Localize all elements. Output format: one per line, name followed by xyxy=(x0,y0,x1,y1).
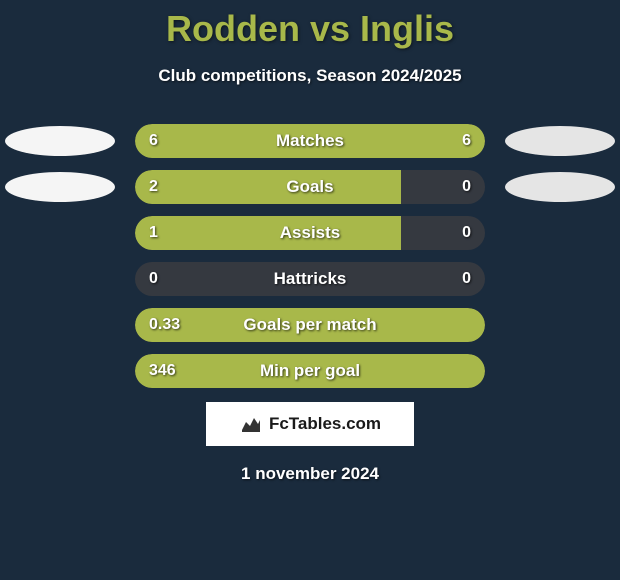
ellipse-spacer xyxy=(505,264,615,294)
stat-label: Assists xyxy=(280,223,340,243)
subtitle: Club competitions, Season 2024/2025 xyxy=(0,66,620,86)
stat-bar: 0.33 Goals per match xyxy=(135,308,485,342)
stat-bar: 6 Matches 6 xyxy=(135,124,485,158)
ellipse-spacer xyxy=(5,218,115,248)
stat-bar: 346 Min per goal xyxy=(135,354,485,388)
stat-row: 0.33 Goals per match xyxy=(0,308,620,342)
stat-value-left: 6 xyxy=(149,132,158,150)
stat-value-right: 0 xyxy=(462,178,471,196)
bar-fill-left xyxy=(135,216,401,250)
player-left-ellipse xyxy=(5,126,115,156)
stat-label: Goals xyxy=(286,177,333,197)
stat-value-right: 6 xyxy=(462,132,471,150)
stat-value-left: 0 xyxy=(149,270,158,288)
branding-text: FcTables.com xyxy=(269,414,381,434)
date-text: 1 november 2024 xyxy=(0,464,620,484)
bar-fill-left xyxy=(135,170,401,204)
stat-label: Matches xyxy=(276,131,344,151)
branding-logo-icon xyxy=(239,412,263,436)
stats-rows: 6 Matches 6 2 Goals 0 1 Assists 0 0 Hattricks 0 0.33… xyxy=(0,124,620,388)
player-right-ellipse xyxy=(505,172,615,202)
stat-row: 0 Hattricks 0 xyxy=(0,262,620,296)
ellipse-spacer xyxy=(505,218,615,248)
stat-value-left: 2 xyxy=(149,178,158,196)
stat-value-left: 1 xyxy=(149,224,158,242)
player-left-ellipse xyxy=(5,172,115,202)
ellipse-spacer xyxy=(5,264,115,294)
stat-row: 1 Assists 0 xyxy=(0,216,620,250)
ellipse-spacer xyxy=(5,310,115,340)
stat-row: 6 Matches 6 xyxy=(0,124,620,158)
stat-bar: 2 Goals 0 xyxy=(135,170,485,204)
ellipse-spacer xyxy=(5,356,115,386)
ellipse-spacer xyxy=(505,356,615,386)
ellipse-spacer xyxy=(505,310,615,340)
stat-label: Min per goal xyxy=(260,361,360,381)
branding-box: FcTables.com xyxy=(206,402,414,446)
stat-label: Goals per match xyxy=(243,315,376,335)
stat-value-left: 346 xyxy=(149,362,176,380)
stat-label: Hattricks xyxy=(274,269,347,289)
stat-bar: 1 Assists 0 xyxy=(135,216,485,250)
stat-row: 346 Min per goal xyxy=(0,354,620,388)
stat-row: 2 Goals 0 xyxy=(0,170,620,204)
stat-value-right: 0 xyxy=(462,224,471,242)
stat-value-right: 0 xyxy=(462,270,471,288)
page-title: Rodden vs Inglis xyxy=(0,0,620,50)
stat-bar: 0 Hattricks 0 xyxy=(135,262,485,296)
player-right-ellipse xyxy=(505,126,615,156)
stat-value-left: 0.33 xyxy=(149,316,180,334)
